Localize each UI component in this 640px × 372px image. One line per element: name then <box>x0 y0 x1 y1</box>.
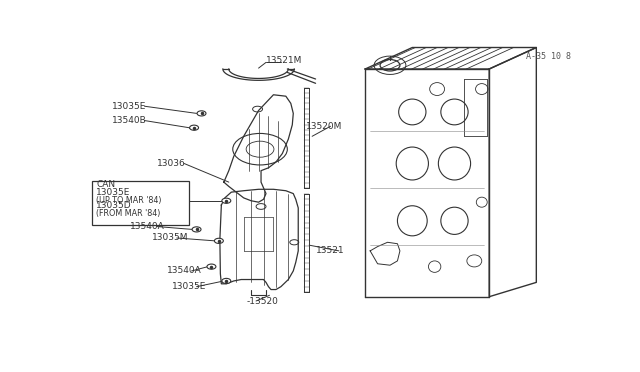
Circle shape <box>290 240 299 245</box>
Text: 13035E: 13035E <box>172 282 206 291</box>
Text: (FROM MAR '84): (FROM MAR '84) <box>97 209 161 218</box>
Text: CAN: CAN <box>97 180 115 189</box>
Circle shape <box>189 125 198 130</box>
Text: -13520: -13520 <box>246 296 278 305</box>
Text: 13036: 13036 <box>157 159 186 168</box>
Circle shape <box>207 264 216 269</box>
Text: 13540A: 13540A <box>167 266 202 275</box>
Text: A-35 10 8: A-35 10 8 <box>526 52 571 61</box>
Circle shape <box>214 238 223 243</box>
Circle shape <box>197 111 206 116</box>
Bar <box>92 181 189 225</box>
Text: 13521M: 13521M <box>266 56 302 65</box>
Circle shape <box>222 278 231 283</box>
Text: 13540B: 13540B <box>112 116 147 125</box>
Text: 13540A: 13540A <box>129 222 164 231</box>
Text: 13035E: 13035E <box>97 188 131 197</box>
Text: (UP TO MAR '84): (UP TO MAR '84) <box>97 196 162 205</box>
Text: 13035M: 13035M <box>152 234 188 243</box>
Text: 13035D: 13035D <box>97 201 132 211</box>
Circle shape <box>253 106 262 112</box>
Circle shape <box>380 60 400 71</box>
Text: 13520M: 13520M <box>306 122 342 131</box>
Text: 13035E: 13035E <box>112 102 147 111</box>
Circle shape <box>222 198 231 203</box>
Text: 13521: 13521 <box>316 246 344 255</box>
Circle shape <box>256 203 266 209</box>
Circle shape <box>192 227 201 232</box>
